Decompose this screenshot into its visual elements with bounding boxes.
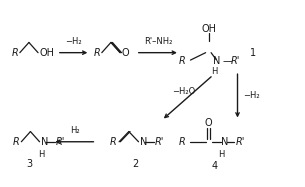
Text: 4: 4 bbox=[212, 161, 218, 171]
Text: N: N bbox=[213, 56, 221, 66]
Text: —: — bbox=[222, 56, 232, 66]
Text: R': R' bbox=[154, 137, 164, 147]
Text: H: H bbox=[212, 67, 218, 76]
Text: R: R bbox=[179, 137, 186, 147]
Text: N: N bbox=[41, 137, 48, 147]
Text: R: R bbox=[109, 137, 116, 147]
Text: O: O bbox=[205, 118, 213, 128]
Text: −H₂: −H₂ bbox=[244, 91, 260, 100]
Text: 2: 2 bbox=[133, 159, 139, 169]
Text: −H₂: −H₂ bbox=[65, 37, 82, 46]
Text: R'–NH₂: R'–NH₂ bbox=[144, 37, 172, 46]
Text: R: R bbox=[93, 48, 100, 58]
Text: O: O bbox=[121, 48, 129, 58]
Text: H₂: H₂ bbox=[70, 126, 79, 135]
Text: 1: 1 bbox=[250, 48, 256, 58]
Text: 3: 3 bbox=[27, 159, 33, 169]
Text: R': R' bbox=[55, 137, 65, 147]
Text: R': R' bbox=[231, 56, 240, 66]
Text: R: R bbox=[11, 48, 18, 58]
Text: OH: OH bbox=[39, 48, 54, 58]
Text: OH: OH bbox=[201, 24, 216, 33]
Text: H: H bbox=[38, 150, 45, 159]
Text: −H₂O: −H₂O bbox=[172, 87, 196, 96]
Text: N: N bbox=[221, 137, 229, 147]
Text: R: R bbox=[13, 137, 20, 147]
Text: R': R' bbox=[235, 137, 245, 147]
Text: N: N bbox=[140, 137, 147, 147]
Text: R: R bbox=[179, 56, 186, 66]
Text: H: H bbox=[218, 150, 224, 159]
